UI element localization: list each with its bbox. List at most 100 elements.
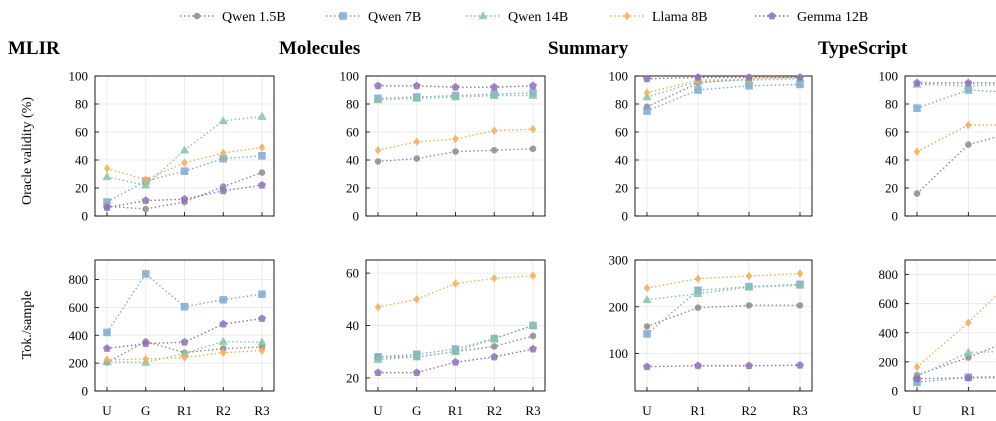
panel-title: Molecules	[279, 38, 360, 59]
y-tick-label: 80	[346, 97, 359, 112]
y-tick-label: 40	[346, 318, 359, 333]
data-point	[412, 368, 421, 377]
data-point	[489, 90, 499, 99]
data-point	[452, 134, 459, 144]
data-point	[450, 92, 461, 101]
y-tick-label: 100	[69, 69, 89, 84]
legend-item-qwen-14b: Qwen 14B	[466, 10, 568, 25]
x-tick-label: R3	[792, 403, 807, 418]
data-point	[374, 145, 382, 155]
series-line	[916, 350, 996, 378]
data-point	[258, 314, 266, 322]
data-point	[219, 319, 228, 328]
y-tick-label: 20	[75, 181, 88, 196]
y-tick-label: 100	[879, 69, 899, 84]
data-point	[179, 348, 190, 357]
series-line	[106, 115, 263, 186]
y-tick-label: 0	[82, 384, 89, 399]
data-point	[745, 271, 753, 281]
series-line	[916, 376, 996, 383]
data-point	[141, 270, 150, 278]
series-qwen-7b	[103, 270, 266, 337]
x-tick-label: R3	[525, 403, 540, 418]
y-tick-label: 60	[346, 266, 359, 281]
y-tick-label: 600	[69, 300, 89, 315]
data-point	[965, 141, 972, 148]
y-tick-label: 0	[353, 209, 360, 224]
x-tick-label: U	[642, 403, 652, 418]
data-point	[103, 198, 111, 206]
data-point	[490, 352, 499, 361]
x-tick-label: R3	[254, 403, 269, 418]
x-tick-label: G	[141, 403, 150, 418]
y-tick-label: 0	[622, 209, 629, 224]
data-point	[374, 158, 382, 165]
data-point	[413, 155, 421, 162]
data-point	[913, 147, 921, 156]
panel-title: Summary	[548, 38, 629, 59]
panel-molecules: Molecules 0 20 40 60 80 100	[279, 38, 546, 224]
series-line	[916, 136, 996, 195]
series-line	[916, 83, 996, 87]
data-point	[490, 126, 498, 135]
data-point	[181, 353, 188, 362]
series-line	[646, 76, 800, 80]
panel-summary: Summary 0 20 40 60 80 100	[548, 38, 813, 224]
data-point	[452, 279, 459, 288]
series-llama-8b	[103, 143, 266, 184]
y-tick-label: 0	[892, 384, 899, 399]
data-point	[219, 295, 228, 304]
data-point	[745, 361, 753, 370]
data-point	[219, 186, 228, 195]
series-qwen-14b	[373, 90, 538, 104]
panel-row2-col4: 0200400600800UR1R2R3	[879, 259, 996, 418]
series-line	[646, 76, 801, 94]
series-line	[377, 92, 534, 100]
data-point	[452, 148, 459, 155]
legend-item-gemma-12b: Gemma 12B	[755, 10, 868, 25]
series-llama-8b	[643, 269, 804, 293]
data-point	[451, 83, 460, 91]
plot-frame	[634, 259, 813, 392]
y-tick-label: 80	[75, 97, 88, 112]
y-tick-label: 200	[879, 354, 899, 369]
row-label-tokens: Tok./sample	[20, 291, 35, 360]
data-point	[180, 338, 189, 346]
legend-label: Gemma 12B	[797, 10, 868, 25]
data-point	[694, 361, 702, 370]
data-point	[142, 354, 150, 364]
y-tick-label: 400	[69, 328, 89, 343]
data-point	[374, 368, 382, 377]
y-tick-label: 60	[615, 125, 628, 140]
y-tick-label: 100	[340, 69, 360, 84]
data-point	[529, 271, 537, 281]
series-qwen-14b	[912, 347, 996, 380]
data-point	[796, 269, 804, 278]
data-point	[643, 323, 651, 330]
series-gemma-12b	[913, 78, 996, 87]
series-qwen-1-5b	[913, 345, 996, 379]
data-point	[964, 86, 973, 94]
y-tick-label: 20	[885, 181, 898, 196]
series-qwen-14b	[102, 111, 267, 189]
data-point	[258, 346, 266, 355]
y-tick-label: 60	[885, 125, 898, 140]
data-point	[694, 86, 702, 94]
row-label-validity: Oracle validity (%)	[20, 97, 35, 205]
legend-marker-circle	[193, 12, 201, 20]
data-point	[413, 137, 421, 147]
data-point	[795, 280, 805, 289]
series-gemma-12b	[643, 361, 804, 371]
data-point	[693, 288, 703, 297]
series-gemma-12b	[643, 73, 804, 83]
y-tick-label: 600	[879, 296, 899, 311]
x-tick-label: R2	[741, 403, 756, 418]
data-point	[490, 146, 498, 154]
plot-frame	[904, 75, 996, 217]
data-point	[258, 143, 266, 152]
legend: Qwen 1.5B Qwen 7B Qwen 14B Llama 8B Gemma 12…	[180, 10, 868, 25]
data-point	[257, 337, 267, 346]
data-point	[180, 195, 189, 203]
series-gemma-12b	[374, 344, 537, 377]
series-line	[646, 283, 801, 335]
